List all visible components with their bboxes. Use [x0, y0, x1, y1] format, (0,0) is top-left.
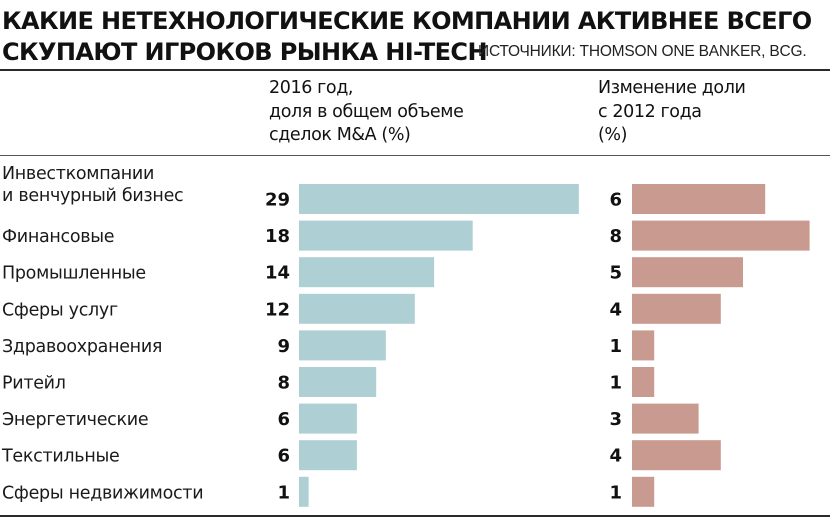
change-value-label: 8	[609, 226, 622, 247]
column-header-share-2016: 2016 год, доля в общем объеме сделок M&A…	[269, 77, 464, 148]
share-value-label: 1	[277, 482, 290, 503]
share-value-label: 12	[265, 299, 290, 320]
change-bar	[632, 184, 766, 214]
change-value-label: 6	[609, 190, 622, 211]
share-bar	[299, 367, 377, 397]
change-bar	[632, 330, 655, 361]
category-label: Здравоохранения	[2, 337, 162, 357]
header-rule	[0, 155, 830, 156]
change-bar	[632, 257, 743, 288]
category-label-line: Текстильные	[1, 447, 119, 467]
source-note: ИСТОЧНИКИ: THOMSON ONE BANKER, BCG.	[478, 43, 807, 60]
category-label: Сферы услуг	[2, 300, 118, 320]
category-label-line: и венчурный бизнес	[2, 186, 183, 206]
share-bar	[299, 293, 415, 324]
category-label: Энергетические	[2, 410, 148, 430]
column-header-share-line-2: доля в общем объеме	[269, 101, 464, 122]
share-value-label: 14	[265, 263, 290, 284]
category-label: Текстильные	[1, 447, 119, 467]
category-label-line: Сферы услуг	[2, 300, 118, 320]
category-label: Финансовые	[2, 227, 114, 247]
share-value-label: 18	[265, 226, 290, 247]
change-value-label: 1	[609, 373, 622, 394]
share-value-label: 9	[277, 336, 290, 357]
category-label: Сферы недвижимости	[2, 483, 203, 503]
column-header-change-line-3: (%)	[598, 125, 628, 145]
category-label-line: Здравоохранения	[2, 337, 162, 357]
share-bar	[299, 184, 579, 214]
category-label: Ритейл	[2, 374, 66, 394]
column-header-change-line-2: с 2012 года	[598, 101, 702, 122]
change-bar	[632, 293, 721, 324]
category-label-line: Сферы недвижимости	[2, 483, 203, 503]
share-value-label: 8	[277, 373, 290, 394]
share-bar	[299, 440, 357, 471]
category-label-line: Инвесткомпании	[2, 164, 154, 184]
change-value-label: 1	[609, 482, 622, 503]
share-bar	[299, 257, 435, 288]
change-bar	[632, 440, 721, 471]
category-label-line: Финансовые	[2, 227, 114, 247]
category-label: Промышленные	[2, 264, 146, 284]
change-value-label: 5	[609, 263, 622, 284]
bottom-rule	[0, 515, 830, 517]
share-bar	[299, 220, 473, 251]
change-bar	[632, 367, 655, 397]
column-header-share-line-3: сделок M&A (%)	[269, 125, 411, 145]
change-bar	[632, 403, 699, 434]
change-bar	[632, 476, 655, 507]
change-value-label: 4	[609, 446, 622, 467]
change-value-label: 4	[609, 299, 622, 320]
share-value-label: 29	[265, 190, 290, 211]
category-label-line: Ритейл	[2, 374, 66, 394]
column-header-share-line-1: 2016 год,	[269, 78, 354, 98]
change-value-label: 3	[609, 409, 622, 430]
share-bar	[299, 476, 309, 507]
change-bar	[632, 220, 810, 251]
share-value-label: 6	[277, 446, 290, 467]
chart-title-line-1: КАКИЕ НЕТЕХНОЛОГИЧЕСКИЕ КОМПАНИИ АКТИВНЕ…	[2, 7, 812, 35]
change-value-label: 1	[609, 336, 622, 357]
category-label: Инвесткомпании и венчурный бизнес	[2, 164, 183, 206]
share-bar	[299, 403, 357, 434]
share-value-label: 6	[277, 409, 290, 430]
top-rule	[0, 69, 830, 71]
chart-title-line-2: СКУПАЮТ ИГРОКОВ РЫНКА HI-TECH	[2, 38, 488, 66]
chart-title: КАКИЕ НЕТЕХНОЛОГИЧЕСКИЕ КОМПАНИИ АКТИВНЕ…	[2, 6, 828, 68]
category-label-line: Промышленные	[2, 264, 146, 284]
category-label-line: Энергетические	[2, 410, 148, 430]
column-header-change-line-1: Изменение доли	[598, 78, 746, 98]
share-bar	[299, 330, 386, 361]
column-header-change-since-2012: Изменение доли с 2012 года (%)	[598, 77, 746, 148]
